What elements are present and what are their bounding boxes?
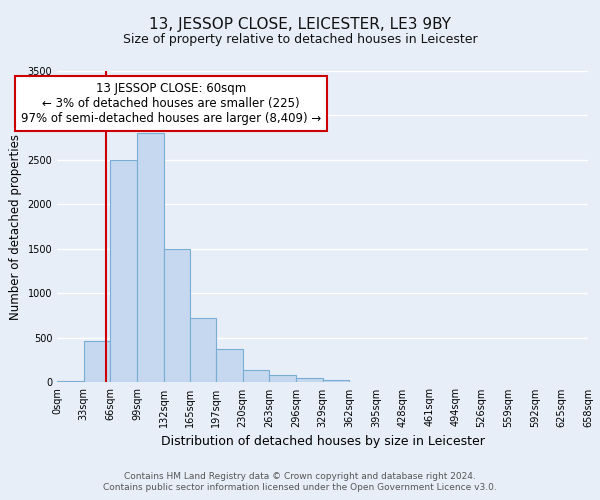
- Bar: [164, 249, 190, 382]
- Bar: [84, 340, 110, 382]
- Bar: [137, 134, 164, 382]
- Text: Contains HM Land Registry data © Crown copyright and database right 2024.: Contains HM Land Registry data © Crown c…: [124, 472, 476, 481]
- X-axis label: Distribution of detached houses by size in Leicester: Distribution of detached houses by size …: [161, 435, 485, 448]
- Bar: [57, 380, 84, 382]
- Bar: [242, 370, 269, 382]
- Bar: [269, 376, 296, 382]
- Bar: [216, 348, 242, 382]
- Text: 13 JESSOP CLOSE: 60sqm
← 3% of detached houses are smaller (225)
97% of semi-det: 13 JESSOP CLOSE: 60sqm ← 3% of detached …: [21, 82, 322, 125]
- Text: Contains public sector information licensed under the Open Government Licence v3: Contains public sector information licen…: [103, 484, 497, 492]
- Bar: [110, 160, 137, 382]
- Bar: [323, 380, 349, 382]
- Text: Size of property relative to detached houses in Leicester: Size of property relative to detached ho…: [122, 32, 478, 46]
- Y-axis label: Number of detached properties: Number of detached properties: [9, 134, 22, 320]
- Bar: [190, 318, 216, 382]
- Text: 13, JESSOP CLOSE, LEICESTER, LE3 9BY: 13, JESSOP CLOSE, LEICESTER, LE3 9BY: [149, 18, 451, 32]
- Bar: [296, 378, 323, 382]
